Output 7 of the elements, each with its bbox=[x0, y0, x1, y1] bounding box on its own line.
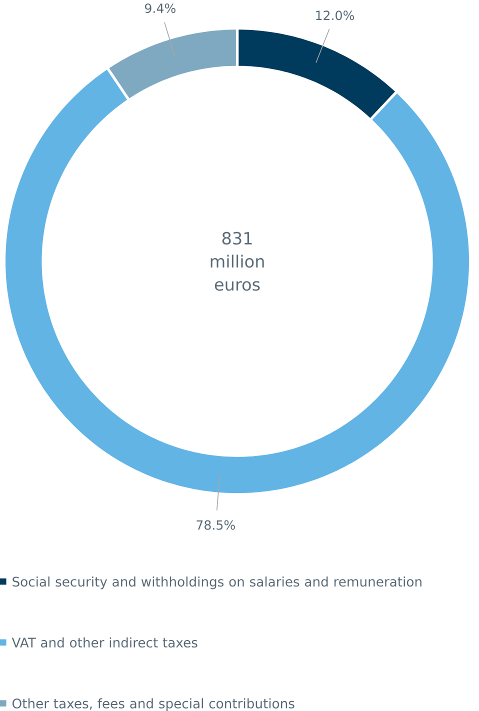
text: 831 million euros bbox=[210, 232, 264, 291]
data-label: 12.0% bbox=[316, 10, 354, 20]
data-label: 78.5% bbox=[196, 520, 235, 530]
legend-label: Other taxes, fees and special contributions bbox=[12, 698, 294, 711]
legend-label: Social security and withholdings on salaries and remuneration bbox=[12, 576, 422, 590]
legend-label: VAT and other indirect taxes bbox=[12, 637, 198, 648]
data-label: 9.4% bbox=[145, 3, 176, 14]
